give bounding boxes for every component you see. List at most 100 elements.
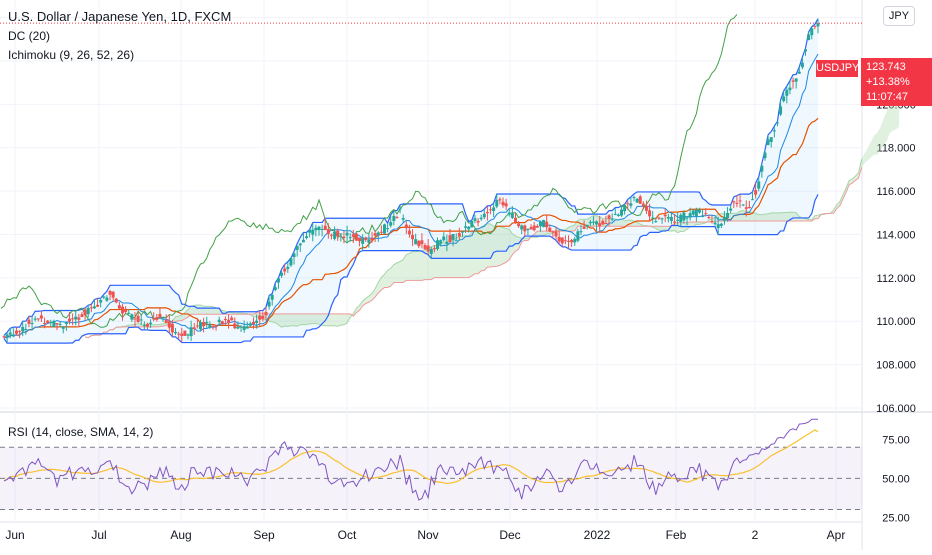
donchian-upper bbox=[3, 18, 819, 336]
candle-body bbox=[8, 332, 12, 335]
candle-body bbox=[280, 272, 284, 276]
candle-body bbox=[579, 231, 583, 233]
candle-body bbox=[86, 307, 90, 315]
candle-body bbox=[448, 235, 452, 242]
candle-body bbox=[545, 221, 549, 228]
candle-body bbox=[270, 294, 274, 300]
candle-body bbox=[782, 96, 786, 102]
candle-body bbox=[333, 231, 337, 239]
candle-body bbox=[485, 211, 489, 214]
candle-body bbox=[426, 245, 430, 252]
legend-dc[interactable]: DC (20) bbox=[8, 29, 51, 43]
candle-body bbox=[308, 229, 312, 233]
x-tick-label: Jun bbox=[5, 528, 24, 542]
candle-body bbox=[248, 323, 252, 326]
candle-body bbox=[691, 210, 695, 215]
candle-body bbox=[560, 237, 564, 244]
candle-body bbox=[411, 234, 415, 240]
legend-rsi[interactable]: RSI (14, close, SMA, 14, 2) bbox=[8, 425, 154, 439]
candle-body bbox=[585, 224, 589, 227]
candle-body bbox=[139, 319, 143, 321]
candle-body bbox=[198, 322, 202, 330]
candle-body bbox=[570, 240, 574, 243]
x-tick-label: 2 bbox=[752, 528, 759, 542]
y-tick-label: 116.000 bbox=[877, 186, 916, 198]
candle-body bbox=[124, 309, 128, 312]
x-tick-label: Dec bbox=[499, 528, 520, 542]
candle-body bbox=[620, 209, 624, 216]
candle-body bbox=[673, 221, 677, 223]
candle-body bbox=[775, 122, 779, 124]
x-tick-label: Apr bbox=[827, 528, 846, 542]
candle-body bbox=[283, 268, 287, 272]
candle-body bbox=[2, 336, 6, 338]
candle-body bbox=[133, 318, 137, 320]
candle-body bbox=[726, 212, 730, 219]
candle-body bbox=[161, 316, 165, 319]
candle-body bbox=[208, 324, 212, 328]
candle-body bbox=[520, 225, 524, 230]
candle-body bbox=[183, 330, 187, 336]
candle-body bbox=[763, 152, 767, 159]
donchian-fill bbox=[4, 18, 818, 344]
candle-body bbox=[407, 230, 411, 235]
candle-body bbox=[61, 326, 65, 329]
candle-body bbox=[694, 209, 698, 217]
candle-body bbox=[535, 225, 539, 228]
x-tick-label: Aug bbox=[170, 528, 191, 542]
candle-body bbox=[264, 311, 268, 316]
candle-body bbox=[376, 232, 380, 236]
candle-body bbox=[598, 223, 602, 227]
candle-body bbox=[644, 206, 648, 211]
y-tick-label: 112.000 bbox=[877, 273, 916, 285]
candle-body bbox=[688, 213, 692, 218]
candle-body bbox=[641, 203, 645, 207]
senkou-span-b bbox=[84, 167, 863, 339]
candle-body bbox=[108, 290, 112, 295]
candle-body bbox=[791, 80, 795, 82]
rsi-line bbox=[3, 418, 818, 501]
candle-body bbox=[354, 233, 358, 241]
candle-body bbox=[55, 323, 59, 325]
candle-body bbox=[769, 137, 773, 142]
candle-body bbox=[576, 231, 580, 241]
candle-body bbox=[317, 226, 321, 231]
candle-body bbox=[252, 321, 256, 325]
candle-body bbox=[510, 213, 514, 218]
candle-body bbox=[152, 318, 156, 320]
candle-body bbox=[186, 334, 190, 336]
candle-body bbox=[214, 325, 218, 327]
candle-body bbox=[292, 253, 296, 258]
candle-body bbox=[741, 204, 745, 206]
candle-body bbox=[329, 234, 333, 236]
candle-body bbox=[685, 217, 689, 219]
candle-body bbox=[666, 216, 670, 219]
candle-body bbox=[713, 222, 717, 225]
candle-body bbox=[301, 239, 305, 243]
legend-ichimoku[interactable]: Ichimoku (9, 26, 52, 26) bbox=[8, 48, 135, 62]
candle-body bbox=[24, 329, 28, 331]
candle-body bbox=[707, 217, 711, 219]
candle-body bbox=[757, 181, 761, 189]
candle-body bbox=[46, 320, 50, 324]
candle-body bbox=[582, 226, 586, 229]
candle-body bbox=[289, 258, 293, 266]
candle-body bbox=[398, 208, 402, 210]
candle-body bbox=[682, 212, 686, 221]
candle-body bbox=[71, 318, 75, 320]
currency-button[interactable]: JPY bbox=[883, 6, 915, 26]
candle-body bbox=[529, 227, 533, 230]
candle-body bbox=[663, 214, 667, 217]
candle-body bbox=[242, 326, 246, 331]
candle-body bbox=[504, 203, 508, 207]
candle-body bbox=[607, 215, 611, 219]
candle-body bbox=[797, 71, 801, 74]
candle-body bbox=[697, 209, 701, 213]
candle-body bbox=[130, 314, 134, 320]
candle-body bbox=[320, 229, 324, 231]
candle-body bbox=[404, 224, 408, 229]
candle-body bbox=[732, 201, 736, 203]
y-tick-label: 118.000 bbox=[877, 143, 916, 155]
